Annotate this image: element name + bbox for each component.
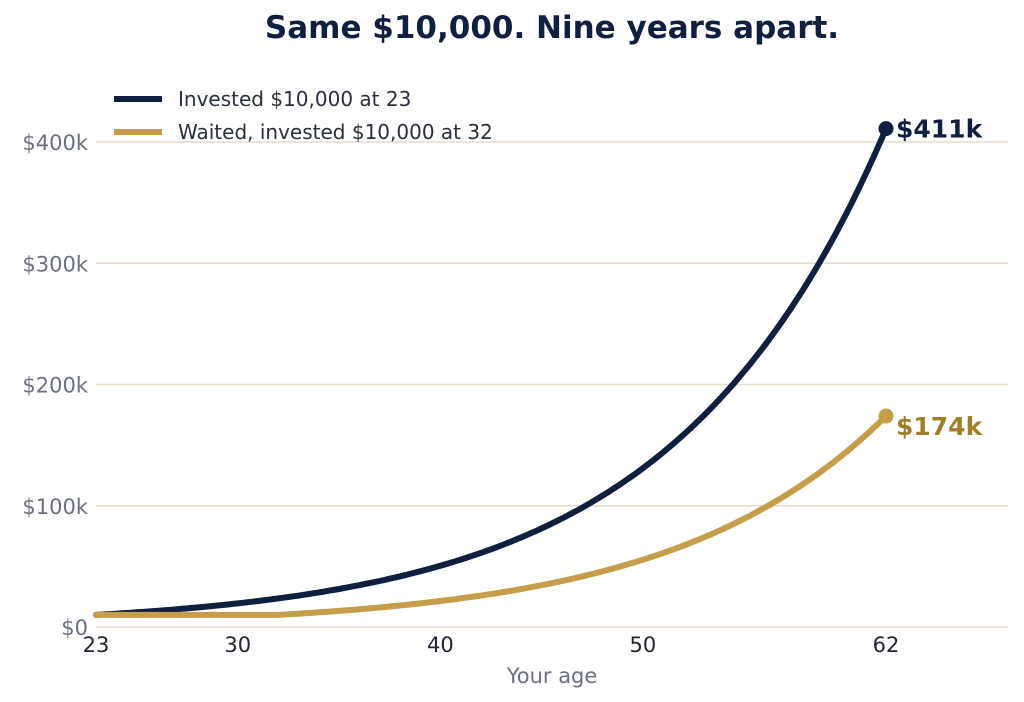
- endpoint-label-1: $411k: [896, 115, 984, 144]
- endpoint-marker-1: [878, 121, 894, 137]
- y-tick-label: $200k: [22, 374, 88, 398]
- y-axis-ticks: $0 $100k $200k $300k $400k: [22, 131, 88, 640]
- x-tick-label: 23: [83, 633, 110, 657]
- x-tick-label: 62: [873, 633, 900, 657]
- x-axis-ticks: 23 30 40 50 62: [83, 633, 900, 657]
- legend: Invested $10,000 at 23 Waited, invested $…: [114, 87, 493, 144]
- series-endpoints: $411k $174k: [878, 115, 984, 441]
- endpoint-marker-2: [878, 408, 894, 424]
- gridlines: [96, 141, 1008, 628]
- legend-label-2: Waited, invested $10,000 at 32: [178, 120, 493, 144]
- series-line-1: [93, 125, 889, 618]
- x-tick-label: 50: [630, 633, 657, 657]
- x-tick-label: 40: [427, 633, 454, 657]
- y-tick-label: $400k: [22, 131, 88, 155]
- x-tick-label: 30: [224, 633, 251, 657]
- x-axis-label: Your age: [506, 664, 598, 688]
- chart-title: Same $10,000. Nine years apart.: [264, 10, 840, 46]
- series-line-2: [93, 413, 889, 618]
- y-tick-label: $300k: [22, 252, 88, 276]
- legend-label-1: Invested $10,000 at 23: [178, 87, 411, 111]
- series-lines: [93, 125, 889, 618]
- y-tick-label: $100k: [22, 495, 88, 519]
- endpoint-label-2: $174k: [896, 412, 984, 441]
- y-tick-label: $0: [61, 616, 88, 640]
